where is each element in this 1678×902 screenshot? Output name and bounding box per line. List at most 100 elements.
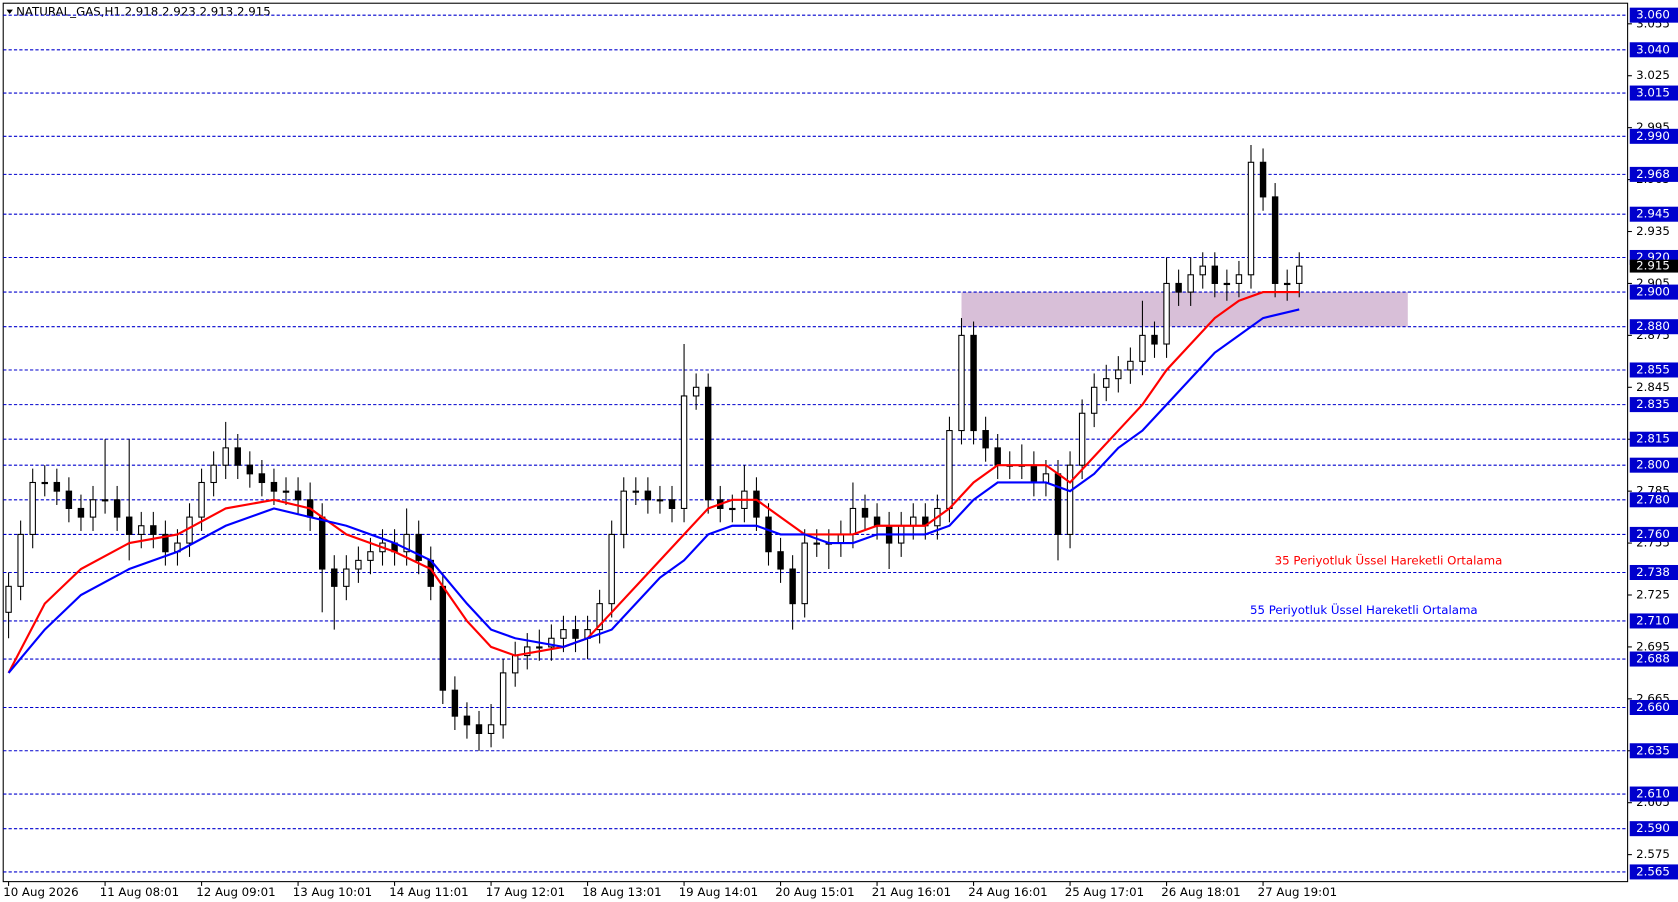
level-label: 3.015: [1636, 86, 1670, 100]
candle-body: [499, 672, 507, 726]
candle-body: [849, 507, 857, 535]
candle-body: [1271, 196, 1279, 284]
candle-body: [17, 533, 24, 587]
candle-body: [765, 516, 772, 553]
level-label: 2.760: [1636, 527, 1670, 541]
candle-body: [367, 551, 374, 561]
candle-body: [1042, 473, 1050, 484]
level-label: 2.688: [1636, 652, 1670, 666]
candle-body: [439, 585, 447, 691]
x-tick-label: 20 Aug 15:01: [775, 885, 854, 899]
x-tick-label: 25 Aug 17:01: [1065, 885, 1144, 899]
level-label-box: [1629, 85, 1678, 101]
x-tick-label: 24 Aug 16:01: [968, 885, 1047, 899]
candle-body: [837, 533, 845, 544]
candle-body: [596, 603, 603, 631]
level-label-box: [1629, 362, 1678, 378]
candle-body: [53, 481, 61, 492]
level-label-box: [1629, 526, 1678, 542]
candle-body: [1103, 378, 1110, 388]
level-label: 2.835: [1636, 397, 1670, 411]
candle-body: [451, 689, 459, 717]
ema-line: [7, 308, 1300, 674]
candle-body: [162, 533, 169, 553]
candle-body: [125, 516, 133, 535]
candle-body: [29, 481, 36, 535]
level-label: 2.880: [1636, 319, 1670, 333]
last-price-label: 2.915: [1636, 259, 1670, 273]
candle-body: [1078, 412, 1086, 466]
level-label: 2.855: [1636, 362, 1670, 376]
candle-body: [5, 585, 12, 613]
level-label-box: [1629, 699, 1678, 716]
candle-body: [318, 516, 326, 570]
candle-body: [1066, 464, 1074, 535]
ema-line: [7, 291, 1300, 674]
level-label: 2.900: [1636, 285, 1670, 299]
x-tick-label: 17 Aug 12:01: [486, 885, 565, 899]
x-tick-label: 13 Aug 10:01: [293, 885, 372, 899]
y-tick-label: 2.725: [1636, 587, 1670, 601]
ema55-annotation: 55 Periyotluk Üssel Hareketli Ortalama: [1250, 601, 1478, 617]
candle-body: [861, 507, 869, 518]
candle-body: [789, 568, 796, 605]
level-label: 2.780: [1636, 492, 1670, 506]
level-label: 2.710: [1636, 613, 1670, 627]
menu-arrow: [6, 9, 13, 14]
candle-body: [1259, 161, 1267, 198]
candle-body: [415, 533, 422, 561]
candle-body: [777, 551, 784, 570]
level-label: 2.610: [1636, 787, 1670, 801]
level-label-box: [1629, 821, 1678, 837]
candle-body: [982, 430, 989, 449]
candle-body: [475, 724, 483, 734]
candle-body: [282, 490, 290, 493]
level-label: 2.660: [1636, 700, 1670, 714]
x-tick-label: 26 Aug 18:01: [1161, 885, 1240, 899]
candle-body: [1247, 161, 1255, 276]
y-tick-label: 3.025: [1636, 68, 1670, 82]
level-label-box: [1629, 651, 1678, 667]
zone: [961, 292, 1408, 327]
candle-body: [65, 490, 73, 509]
y-tick-label: 2.695: [1636, 639, 1670, 653]
candle-body: [41, 481, 48, 485]
level-label-box: [1629, 492, 1678, 508]
x-tick-label: 27 Aug 19:01: [1258, 885, 1337, 899]
candle-body: [1151, 334, 1158, 345]
candle-body: [656, 499, 664, 502]
candle-body: [331, 568, 338, 587]
candle-body: [668, 499, 676, 509]
candle-body: [1090, 386, 1098, 414]
candle-body: [644, 490, 652, 501]
candle-body: [270, 481, 278, 492]
candle-body: [511, 655, 519, 674]
candle-body: [946, 430, 953, 509]
level-label-box: [1629, 284, 1678, 300]
level-label: 3.060: [1636, 8, 1670, 22]
candle-body: [753, 490, 760, 518]
candle-body: [198, 481, 205, 518]
candle-body: [1139, 334, 1146, 362]
candle-body: [403, 533, 410, 553]
candle-body: [355, 559, 362, 570]
candle-body: [704, 386, 712, 501]
level-label-box: [1629, 564, 1678, 581]
candle-body: [692, 386, 700, 397]
candle-body: [222, 447, 229, 466]
candle-body: [343, 568, 350, 587]
candle-body: [801, 542, 808, 605]
candle-body: [536, 646, 543, 649]
candle-body: [813, 542, 820, 545]
candle-body: [138, 525, 145, 535]
candle-body: [77, 507, 85, 518]
candle-body: [234, 447, 241, 466]
level-label-box: [1629, 42, 1678, 58]
candle-body: [958, 334, 965, 432]
x-tick-label: 10 Aug 2026: [3, 885, 78, 899]
x-tick-label: 21 Aug 16:01: [872, 885, 951, 899]
candle-body: [1030, 464, 1038, 484]
candle-body: [1211, 265, 1219, 284]
candle-body: [548, 637, 555, 648]
